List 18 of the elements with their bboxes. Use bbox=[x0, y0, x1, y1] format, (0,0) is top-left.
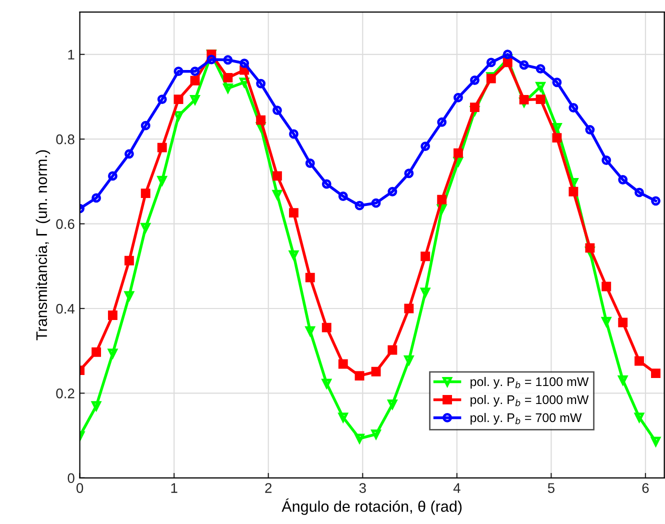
y-tick-label: 0.8 bbox=[56, 134, 74, 144]
x-tick-label: 0 bbox=[76, 483, 84, 493]
y-tick-label: 1 bbox=[68, 50, 74, 60]
y-tick-label: 0.2 bbox=[56, 388, 74, 398]
y-tick-label: 0.6 bbox=[56, 219, 74, 229]
y-tick-label: 0 bbox=[68, 473, 74, 484]
legend-label: pol. y. P$_{b}$ = 1100 mW bbox=[470, 376, 589, 389]
legend-label: pol. y. P$_{b}$ = 700 mW bbox=[470, 412, 582, 425]
y-tick-label: 0.4 bbox=[56, 304, 75, 314]
x-tick-label: 3 bbox=[359, 483, 366, 493]
x-tick-label: 5 bbox=[548, 483, 554, 493]
x-tick-label: 2 bbox=[265, 483, 272, 493]
legend-label: pol. y. P$_{b}$ = 1000 mW bbox=[470, 394, 589, 407]
y-axis-title: Transmitancia, Γ (un. norm.) bbox=[36, 150, 50, 340]
x-tick-label: 1 bbox=[171, 483, 178, 493]
x-tick-label: 6 bbox=[642, 483, 649, 493]
x-axis-title: Ángulo de rotación, θ (rad) bbox=[282, 498, 462, 515]
x-tick-label: 4 bbox=[453, 483, 460, 493]
